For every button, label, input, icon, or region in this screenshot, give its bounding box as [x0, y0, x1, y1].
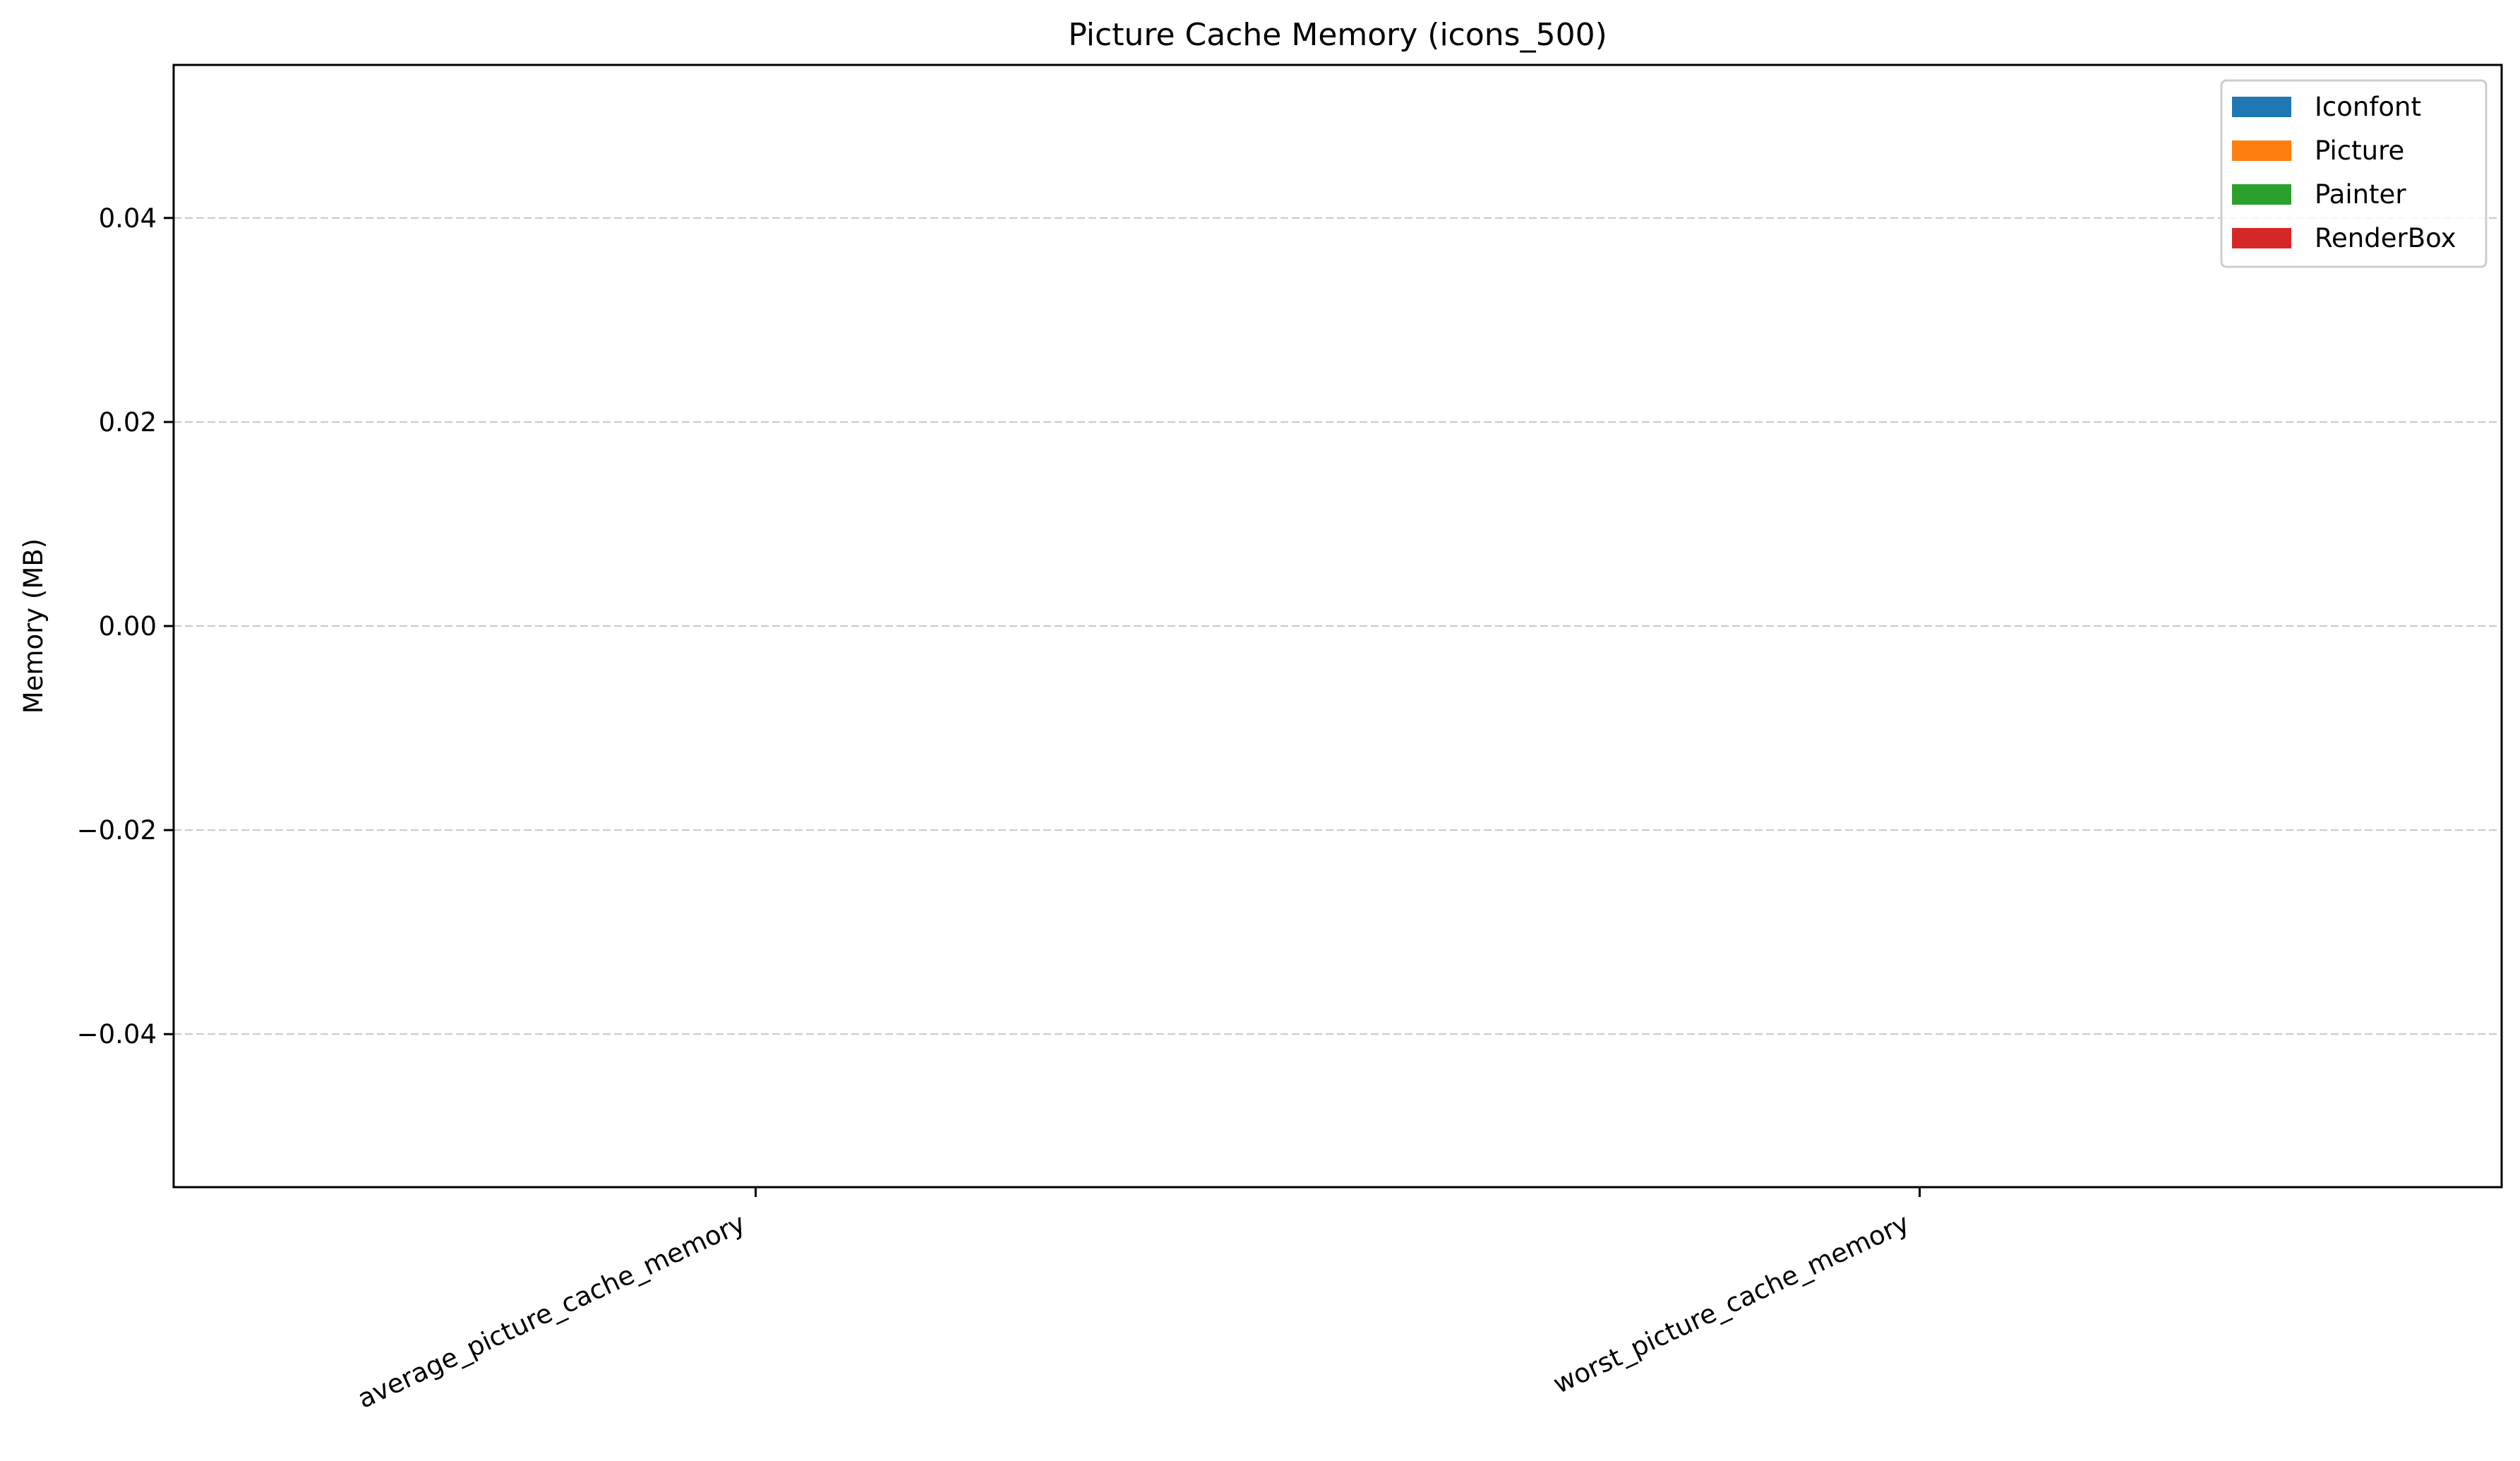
legend-label-iconfont: Iconfont — [2315, 92, 2421, 122]
chart-title: Picture Cache Memory (icons_500) — [1068, 17, 1607, 53]
legend-label-painter: Painter — [2315, 179, 2406, 210]
grid-lines — [174, 217, 2502, 1035]
legend-label-renderbox: RenderBox — [2315, 223, 2456, 253]
legend-swatch-painter — [2232, 184, 2291, 205]
y-axis-ticks: −0.04 −0.02 0.00 0.02 0.04 — [77, 203, 174, 1050]
legend: Iconfont Picture Painter RenderBox — [2220, 79, 2488, 268]
legend-frame — [2220, 79, 2488, 268]
legend-swatch-renderbox — [2232, 228, 2291, 248]
legend-label-picture: Picture — [2315, 136, 2404, 166]
legend-swatch-iconfont — [2232, 97, 2291, 117]
y-tick-label: −0.02 — [77, 815, 157, 846]
y-tick-label: −0.04 — [77, 1019, 157, 1050]
legend-items: Iconfont Picture Painter RenderBox — [2232, 92, 2456, 253]
legend-swatch-picture — [2232, 140, 2291, 161]
y-tick-label: 0.02 — [99, 407, 157, 438]
y-tick-label: 0.04 — [99, 203, 157, 234]
y-axis-label: Memory (MB) — [18, 539, 49, 714]
y-tick-label: 0.00 — [99, 611, 157, 642]
